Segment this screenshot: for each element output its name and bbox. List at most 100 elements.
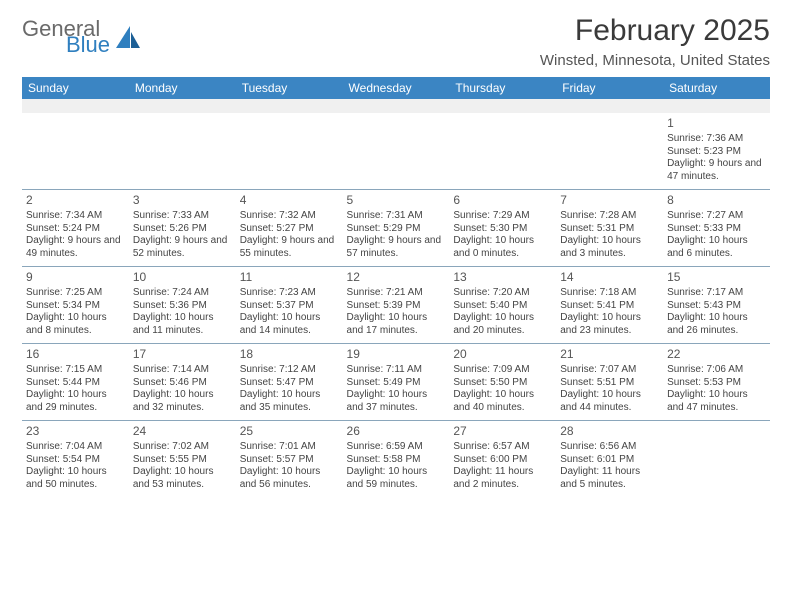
- sunset-line: Sunset: 6:01 PM: [560, 454, 659, 467]
- calendar-cell: 7 Sunrise: 7:28 AMSunset: 5:31 PMDaylight…: [556, 190, 663, 267]
- brand-word-2: Blue: [66, 34, 110, 56]
- day-number: 11: [240, 270, 339, 285]
- brand-logo: General Blue: [22, 14, 142, 56]
- daylight-line: Daylight: 10 hours and 35 minutes.: [240, 389, 339, 414]
- day-number: 7: [560, 193, 659, 208]
- sunrise-line: Sunrise: 7:25 AM: [26, 287, 125, 300]
- calendar-cell: 21Sunrise: 7:07 AMSunset: 5:51 PMDayligh…: [556, 344, 663, 421]
- day-number: 16: [26, 347, 125, 362]
- sunrise-line: Sunrise: 7:34 AM: [26, 210, 125, 223]
- calendar-cell: 20Sunrise: 7:09 AMSunset: 5:50 PMDayligh…: [449, 344, 556, 421]
- day-number: 3: [133, 193, 232, 208]
- sunset-line: Sunset: 5:44 PM: [26, 377, 125, 390]
- calendar-table: SundayMondayTuesdayWednesdayThursdayFrid…: [22, 77, 770, 497]
- sunset-line: Sunset: 5:55 PM: [133, 454, 232, 467]
- daylight-line: Daylight: 9 hours and 49 minutes.: [26, 235, 125, 260]
- daylight-line: Daylight: 10 hours and 47 minutes.: [667, 389, 766, 414]
- daylight-line: Daylight: 9 hours and 52 minutes.: [133, 235, 232, 260]
- sunset-line: Sunset: 5:58 PM: [347, 454, 446, 467]
- sunset-line: Sunset: 5:49 PM: [347, 377, 446, 390]
- sunset-line: Sunset: 5:40 PM: [453, 300, 552, 313]
- calendar-cell: 1Sunrise: 7:36 AMSunset: 5:23 PMDaylight…: [663, 113, 770, 190]
- daylight-line: Daylight: 10 hours and 32 minutes.: [133, 389, 232, 414]
- sunset-line: Sunset: 5:39 PM: [347, 300, 446, 313]
- daylight-line: Daylight: 10 hours and 3 minutes.: [560, 235, 659, 260]
- calendar-cell: [556, 113, 663, 190]
- day-number: 2: [26, 193, 125, 208]
- day-number: 21: [560, 347, 659, 362]
- sunset-line: Sunset: 5:33 PM: [667, 223, 766, 236]
- header-row: General Blue February 2025 Winsted, Minn…: [22, 14, 770, 69]
- day-number: 14: [560, 270, 659, 285]
- sunrise-line: Sunrise: 6:59 AM: [347, 441, 446, 454]
- calendar-cell: [22, 113, 129, 190]
- calendar-cell: 26Sunrise: 6:59 AMSunset: 5:58 PMDayligh…: [343, 421, 450, 498]
- daylight-line: Daylight: 10 hours and 37 minutes.: [347, 389, 446, 414]
- sunrise-line: Sunrise: 7:23 AM: [240, 287, 339, 300]
- calendar-week: 16Sunrise: 7:15 AMSunset: 5:44 PMDayligh…: [22, 344, 770, 421]
- daylight-line: Daylight: 10 hours and 17 minutes.: [347, 312, 446, 337]
- calendar-cell: [663, 421, 770, 498]
- calendar-cell: 11Sunrise: 7:23 AMSunset: 5:37 PMDayligh…: [236, 267, 343, 344]
- calendar-cell: [343, 113, 450, 190]
- day-number: 20: [453, 347, 552, 362]
- sunrise-line: Sunrise: 7:06 AM: [667, 364, 766, 377]
- daylight-line: Daylight: 10 hours and 50 minutes.: [26, 466, 125, 491]
- weekday-header-row: SundayMondayTuesdayWednesdayThursdayFrid…: [22, 77, 770, 99]
- sunset-line: Sunset: 5:34 PM: [26, 300, 125, 313]
- daylight-line: Daylight: 10 hours and 53 minutes.: [133, 466, 232, 491]
- day-number: 6: [453, 193, 552, 208]
- calendar-cell: 24 Sunrise: 7:02 AMSunset: 5:55 PMDayligh…: [129, 421, 236, 498]
- calendar-cell: 4Sunrise: 7:32 AMSunset: 5:27 PMDaylight…: [236, 190, 343, 267]
- day-number: 25: [240, 424, 339, 439]
- daylight-line: Daylight: 10 hours and 6 minutes.: [667, 235, 766, 260]
- calendar-cell: 8Sunrise: 7:27 AMSunset: 5:33 PMDaylight…: [663, 190, 770, 267]
- sunset-line: Sunset: 5:51 PM: [560, 377, 659, 390]
- weekday-header: Sunday: [22, 77, 129, 99]
- sunset-line: Sunset: 5:26 PM: [133, 223, 232, 236]
- sunrise-line: Sunrise: 7:02 AM: [133, 441, 232, 454]
- sunset-line: Sunset: 6:00 PM: [453, 454, 552, 467]
- calendar-cell: 18Sunrise: 7:12 AMSunset: 5:47 PMDayligh…: [236, 344, 343, 421]
- sunset-line: Sunset: 5:53 PM: [667, 377, 766, 390]
- daylight-line: Daylight: 10 hours and 40 minutes.: [453, 389, 552, 414]
- weekday-header: Thursday: [449, 77, 556, 99]
- day-number: 5: [347, 193, 446, 208]
- day-number: 22: [667, 347, 766, 362]
- calendar-cell: 16Sunrise: 7:15 AMSunset: 5:44 PMDayligh…: [22, 344, 129, 421]
- daylight-line: Daylight: 10 hours and 8 minutes.: [26, 312, 125, 337]
- weekday-header: Tuesday: [236, 77, 343, 99]
- day-number: 17: [133, 347, 232, 362]
- calendar-cell: 5Sunrise: 7:31 AMSunset: 5:29 PMDaylight…: [343, 190, 450, 267]
- sunrise-line: Sunrise: 7:28 AM: [560, 210, 659, 223]
- sunrise-line: Sunrise: 6:56 AM: [560, 441, 659, 454]
- sunrise-line: Sunrise: 7:12 AM: [240, 364, 339, 377]
- day-number: 23: [26, 424, 125, 439]
- sunrise-line: Sunrise: 7:01 AM: [240, 441, 339, 454]
- sunrise-line: Sunrise: 7:04 AM: [26, 441, 125, 454]
- calendar-cell: 13Sunrise: 7:20 AMSunset: 5:40 PMDayligh…: [449, 267, 556, 344]
- day-number: 24: [133, 424, 232, 439]
- daylight-line: Daylight: 9 hours and 55 minutes.: [240, 235, 339, 260]
- day-number: 26: [347, 424, 446, 439]
- sunrise-line: Sunrise: 7:18 AM: [560, 287, 659, 300]
- calendar-cell: 25Sunrise: 7:01 AMSunset: 5:57 PMDayligh…: [236, 421, 343, 498]
- sunset-line: Sunset: 5:36 PM: [133, 300, 232, 313]
- sunset-line: Sunset: 5:31 PM: [560, 223, 659, 236]
- sunset-line: Sunset: 5:27 PM: [240, 223, 339, 236]
- sunrise-line: Sunrise: 7:27 AM: [667, 210, 766, 223]
- calendar-cell: 17Sunrise: 7:14 AMSunset: 5:46 PMDayligh…: [129, 344, 236, 421]
- daylight-line: Daylight: 10 hours and 20 minutes.: [453, 312, 552, 337]
- sunrise-line: Sunrise: 7:21 AM: [347, 287, 446, 300]
- sail-icon: [116, 26, 142, 48]
- sunset-line: Sunset: 5:57 PM: [240, 454, 339, 467]
- sunrise-line: Sunrise: 7:11 AM: [347, 364, 446, 377]
- calendar-cell: 19Sunrise: 7:11 AMSunset: 5:49 PMDayligh…: [343, 344, 450, 421]
- sunrise-line: Sunrise: 7:07 AM: [560, 364, 659, 377]
- sunset-line: Sunset: 5:41 PM: [560, 300, 659, 313]
- sunrise-line: Sunrise: 7:31 AM: [347, 210, 446, 223]
- calendar-week: 2Sunrise: 7:34 AMSunset: 5:24 PMDaylight…: [22, 190, 770, 267]
- day-number: 13: [453, 270, 552, 285]
- sunrise-line: Sunrise: 7:14 AM: [133, 364, 232, 377]
- sunset-line: Sunset: 5:30 PM: [453, 223, 552, 236]
